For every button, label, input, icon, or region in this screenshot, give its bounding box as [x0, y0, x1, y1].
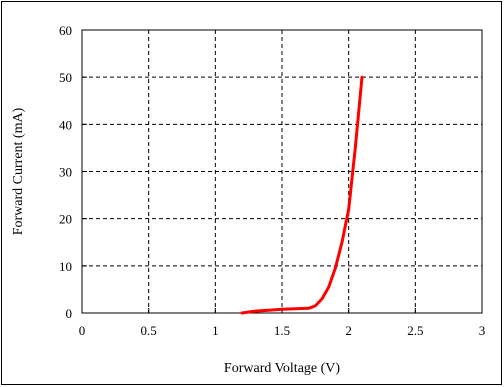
y-tick-label: 50: [59, 70, 72, 85]
x-tick-label: 2.5: [407, 323, 423, 338]
x-tick-label: 0: [79, 323, 86, 338]
y-tick-label: 40: [59, 117, 72, 132]
y-tick-label: 20: [59, 212, 72, 227]
x-tick-label: 3: [479, 323, 486, 338]
y-tick-label: 0: [66, 306, 73, 321]
series-line-0: [240, 75, 364, 315]
grid-lines: [82, 30, 482, 313]
y-tick-label: 30: [59, 165, 72, 180]
y-tick-label: 10: [59, 259, 72, 274]
y-axis-label: Forward Current (mA): [11, 107, 26, 235]
y-tick-label: 60: [59, 23, 72, 38]
x-tick-label: 0.5: [141, 323, 157, 338]
x-tick-label: 2: [345, 323, 352, 338]
x-tick-label: 1.5: [274, 323, 290, 338]
x-axis-label: Forward Voltage (V): [224, 361, 340, 376]
x-tick-label: 1: [212, 323, 219, 338]
series-layer: [240, 75, 364, 315]
y-axis-ticks: 0 10 20 30 40 50 60: [59, 23, 87, 321]
